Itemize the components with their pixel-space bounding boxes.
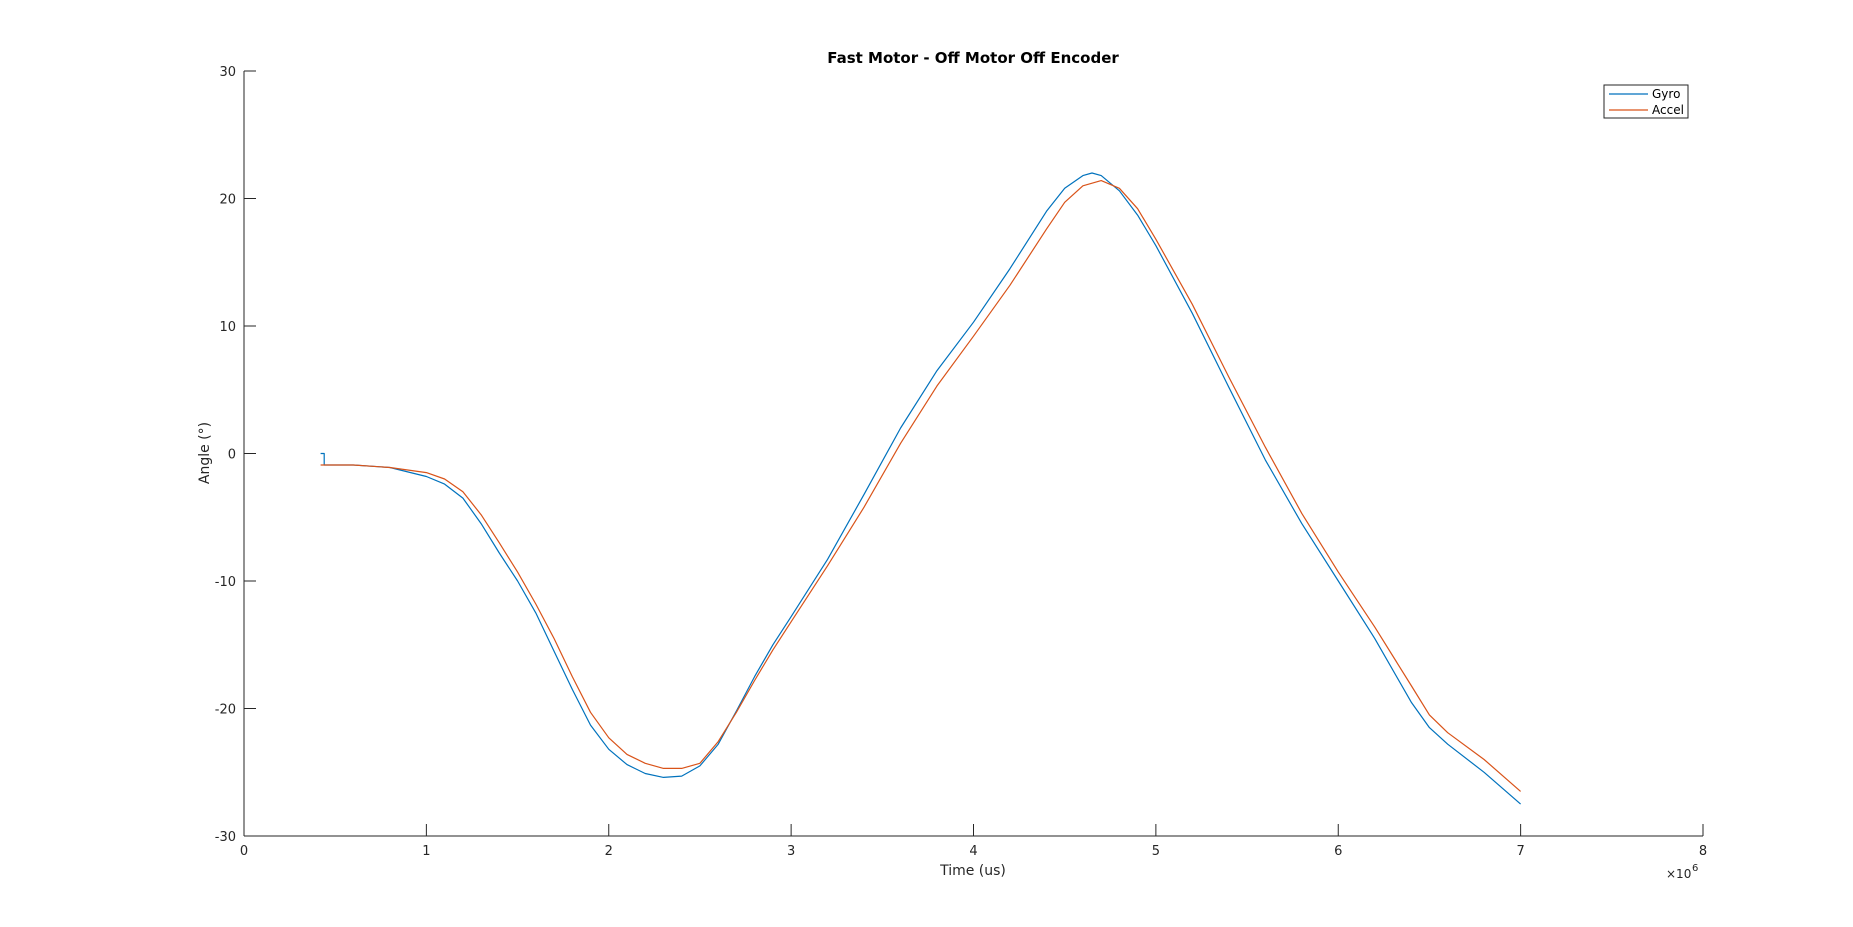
- y-axis-label: Angle (°): [197, 422, 213, 484]
- plot-area: 0 1 2 3 4 5 6 7 8 -30 -20 -10 0 10 20 30: [215, 65, 1707, 859]
- x-axis-label: Time (us): [939, 863, 1006, 879]
- x-tick-label: 5: [1152, 844, 1160, 859]
- x-tick-label: 0: [240, 844, 248, 859]
- y-tick-label: 0: [228, 448, 236, 463]
- x-tick-label: 6: [1334, 844, 1342, 859]
- y-tick-label: -30: [215, 830, 236, 845]
- y-tick-label: 30: [219, 65, 236, 80]
- x-tick-label: 3: [787, 844, 795, 859]
- legend-label-accel: Accel: [1652, 103, 1684, 117]
- x-axis-ticks: 0 1 2 3 4 5 6 7 8: [240, 824, 1707, 859]
- x-tick-label: 1: [422, 844, 430, 859]
- x-exponent-power: 6: [1692, 863, 1698, 874]
- x-tick-label: 8: [1699, 844, 1707, 859]
- series-lines: [320, 172, 1521, 805]
- legend: Gyro Accel: [1603, 84, 1689, 119]
- x-tick-label: 7: [1516, 844, 1524, 859]
- series-line-accel: [320, 180, 1521, 792]
- x-tick-label: 2: [605, 844, 613, 859]
- chart-title: Fast Motor - Off Motor Off Encoder: [827, 49, 1119, 67]
- x-axis-exponent: ×10 6: [1666, 863, 1698, 881]
- y-axis-ticks: -30 -20 -10 0 10 20 30: [215, 65, 256, 845]
- x-exponent-base: ×10: [1666, 867, 1691, 881]
- legend-box: [1603, 84, 1689, 119]
- y-tick-label: -20: [215, 703, 236, 718]
- x-tick-label: 4: [969, 844, 977, 859]
- y-tick-label: 10: [219, 320, 236, 335]
- series-line-gyro: [320, 172, 1521, 805]
- legend-label-gyro: Gyro: [1652, 87, 1680, 101]
- y-tick-label: 20: [219, 193, 236, 208]
- y-tick-label: -10: [215, 575, 236, 590]
